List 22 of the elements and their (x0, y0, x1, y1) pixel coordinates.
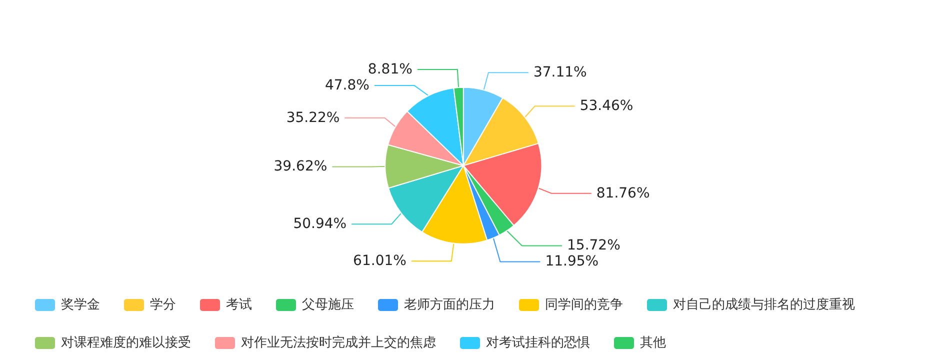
data-label: 81.76% (596, 185, 650, 202)
data-label: 35.22% (286, 110, 340, 126)
legend-label: 对考试挂科的恐惧 (486, 336, 590, 350)
legend-label: 学分 (150, 298, 176, 312)
data-label: 37.11% (533, 64, 587, 81)
legend-label: 老师方面的压力 (404, 296, 495, 312)
legend-label: 对作业无法按时完成并上交的焦虑 (241, 334, 436, 350)
legend-label: 其他 (640, 336, 666, 350)
data-label: 8.81% (368, 62, 412, 78)
data-label: 15.72% (567, 238, 620, 254)
data-label: 11.95% (545, 254, 599, 270)
legend-label: 对课程难度的难以接受 (61, 334, 191, 350)
data-label: 61.01% (353, 253, 406, 270)
data-label: 53.46% (580, 98, 634, 114)
legend-label: 同学间的竞争 (545, 298, 623, 312)
legend-label: 父母施压 (302, 298, 354, 312)
data-label: 50.94% (293, 216, 347, 232)
data-label: 47.8% (324, 78, 370, 94)
legend-label: 奖学金 (61, 298, 100, 312)
legend-label: 对自己的成绩与排名的过度重视 (673, 296, 855, 312)
legend-label: 考试 (226, 298, 252, 312)
data-label: 39.62% (274, 158, 328, 175)
